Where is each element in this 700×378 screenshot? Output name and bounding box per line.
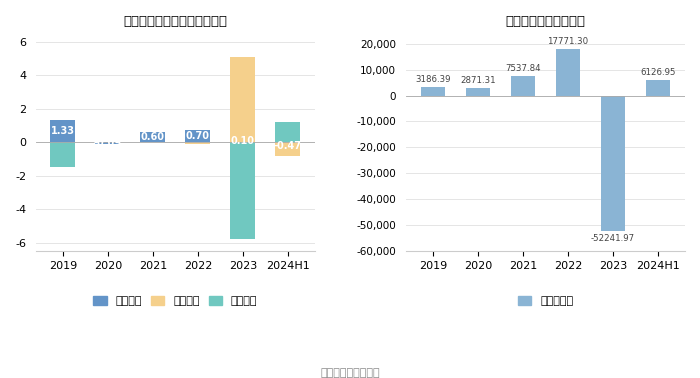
Bar	[276, 142, 300, 156]
Bar	[50, 142, 75, 167]
Text: 2871.31: 2871.31	[460, 76, 496, 85]
Text: 0.10: 0.10	[231, 136, 255, 146]
Bar	[186, 130, 210, 142]
Bar	[230, 57, 256, 142]
Bar	[230, 142, 256, 239]
Text: 7537.84: 7537.84	[505, 64, 541, 73]
Text: 数据来源：恒生聚源: 数据来源：恒生聚源	[320, 368, 380, 378]
Text: 6126.95: 6126.95	[640, 68, 676, 76]
Bar	[276, 122, 300, 142]
Bar	[141, 132, 165, 142]
Bar	[50, 120, 75, 142]
Text: 3186.39: 3186.39	[415, 75, 451, 84]
Legend: 经营活动, 筹资活动, 投资活动: 经营活动, 筹资活动, 投资活动	[89, 291, 262, 311]
Text: 17771.30: 17771.30	[547, 37, 589, 46]
Bar	[556, 50, 580, 96]
Bar	[510, 76, 536, 96]
Title: 自由现金流量（万元）: 自由现金流量（万元）	[505, 15, 585, 28]
Text: -0.47: -0.47	[274, 141, 302, 151]
Title: 科新机电现金流净额（亿元）: 科新机电现金流净额（亿元）	[123, 15, 228, 28]
Text: 0.70: 0.70	[186, 131, 210, 141]
Legend: 自由现金流: 自由现金流	[513, 291, 578, 311]
Bar	[466, 88, 491, 96]
Text: -0.09: -0.09	[94, 138, 122, 148]
Bar	[95, 142, 120, 144]
Text: 0.60: 0.60	[141, 132, 165, 142]
Bar	[601, 96, 625, 231]
Bar	[421, 87, 445, 96]
Bar	[230, 141, 256, 142]
Bar	[186, 142, 210, 144]
Text: 1.33: 1.33	[51, 126, 75, 136]
Bar	[276, 142, 300, 150]
Bar	[645, 80, 671, 96]
Text: -52241.97: -52241.97	[591, 234, 635, 243]
